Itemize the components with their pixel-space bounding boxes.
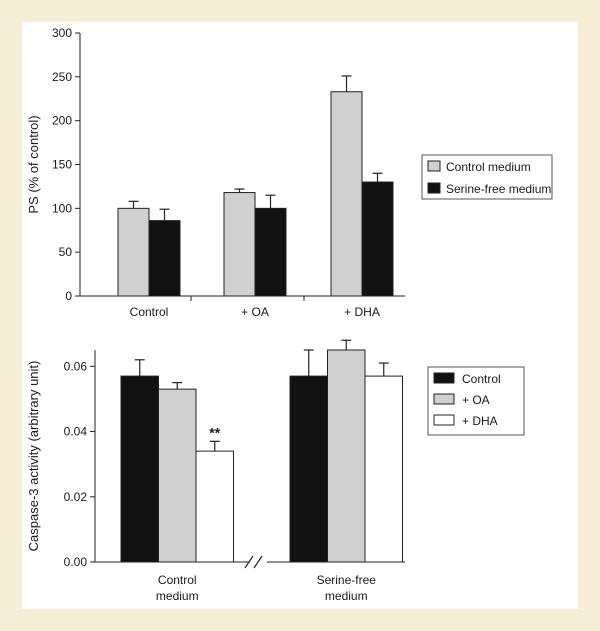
figure-panel: 0 50 100 150 200 250 300 PS (% of control) Contr… (22, 22, 578, 609)
top-legend-label: Control medium (446, 160, 531, 174)
top-category-label: + OA (241, 305, 269, 319)
top-y-tick-label: 50 (59, 245, 73, 259)
bottom-category-label: Control (158, 573, 197, 587)
bottom-legend-label: Control (462, 372, 501, 386)
bottom-bar (289, 375, 328, 563)
top-legend-swatch (427, 160, 441, 172)
bottom-y-tick-label: 0.02 (64, 490, 88, 504)
top-bar (223, 192, 256, 297)
top-category-label: Control (130, 305, 169, 319)
top-y-tick-label: 100 (52, 201, 72, 215)
top-y-tick-label: 250 (52, 70, 72, 84)
bottom-legend-swatch (433, 372, 455, 384)
top-bar (117, 207, 150, 297)
figure-svg: 0 50 100 150 200 250 300 PS (% of control) Contr… (26, 26, 553, 603)
bottom-legend-label: + DHA (462, 414, 498, 428)
bottom-y-tick-label: 0.04 (64, 425, 88, 439)
axis-break-mark (244, 555, 254, 569)
top-y-axis-label: PS (% of control) (26, 115, 41, 213)
top-bar (254, 207, 287, 297)
bottom-category-label: Serine-free (317, 573, 377, 587)
significance-annotation: ** (209, 424, 220, 440)
top-y-tick-label: 200 (52, 114, 72, 128)
top-bar (330, 91, 363, 297)
bottom-y-tick-label: 0.00 (64, 555, 88, 569)
top-category-label: + DHA (344, 305, 380, 319)
top-y-tick-label: 0 (65, 289, 72, 303)
top-y-tick-label: 150 (52, 158, 72, 172)
bottom-legend-label: + OA (462, 393, 490, 407)
bottom-y-axis-label: Caspase-3 activity (arbitrary unit) (26, 361, 41, 552)
top-legend-swatch (427, 182, 441, 194)
bottom-bar (327, 349, 366, 563)
top-bar (361, 181, 394, 297)
bottom-bar (364, 375, 403, 563)
axis-break-mark (253, 555, 263, 569)
top-legend-label: Serine-free medium (446, 182, 551, 196)
bottom-category-label: medium (156, 589, 199, 603)
bottom-category-label: medium (325, 589, 368, 603)
bottom-legend-swatch (433, 393, 455, 405)
bottom-legend-swatch (433, 414, 455, 426)
bottom-bar (120, 375, 159, 563)
top-bar (148, 220, 181, 297)
top-legend-box (421, 154, 553, 200)
bottom-bar (158, 388, 197, 563)
top-y-tick-label: 300 (52, 26, 72, 40)
bottom-y-tick-label: 0.06 (64, 359, 88, 373)
bottom-bar (195, 450, 234, 563)
